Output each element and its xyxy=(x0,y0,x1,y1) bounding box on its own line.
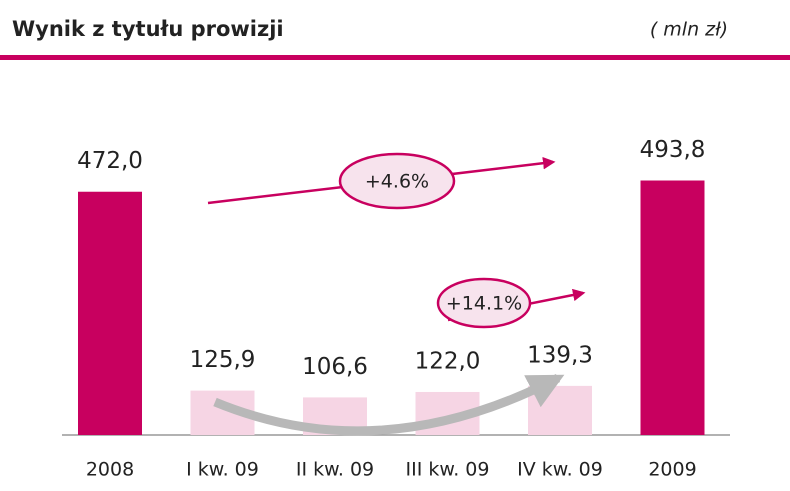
bar xyxy=(528,385,592,435)
annotation: +14.1% xyxy=(446,293,522,315)
bars: 2008 I kw. 09 II kw. 09 III kw. 09 IV kw. 09… xyxy=(77,137,705,480)
x-tick-label: III kw. 09 xyxy=(406,459,490,481)
unit-label: ( mln zł) xyxy=(650,19,728,41)
value-label: 139,3 xyxy=(527,342,593,368)
value-label: 106,6 xyxy=(302,354,368,380)
value-label: 493,8 xyxy=(640,137,706,163)
value-label: 472,0 xyxy=(77,148,143,174)
x-tick-label: I kw. 09 xyxy=(186,459,259,481)
bar xyxy=(78,191,142,435)
trend-arrow xyxy=(213,374,565,436)
bar xyxy=(640,180,705,435)
value-label: 122,0 xyxy=(415,348,481,374)
chart-title: Wynik z tytułu prowizji xyxy=(12,17,284,41)
x-tick-label: II kw. 09 xyxy=(296,459,374,481)
annotation: +4.6% xyxy=(365,171,429,193)
annotation-bubble xyxy=(338,152,456,210)
annotation-bubble xyxy=(436,277,532,329)
x-tick-label: IV kw. 09 xyxy=(517,459,603,481)
x-tick-label: 2009 xyxy=(648,459,696,481)
x-tick-label: 2008 xyxy=(86,459,134,481)
header-rule xyxy=(0,55,790,60)
value-label: 125,9 xyxy=(190,347,256,373)
